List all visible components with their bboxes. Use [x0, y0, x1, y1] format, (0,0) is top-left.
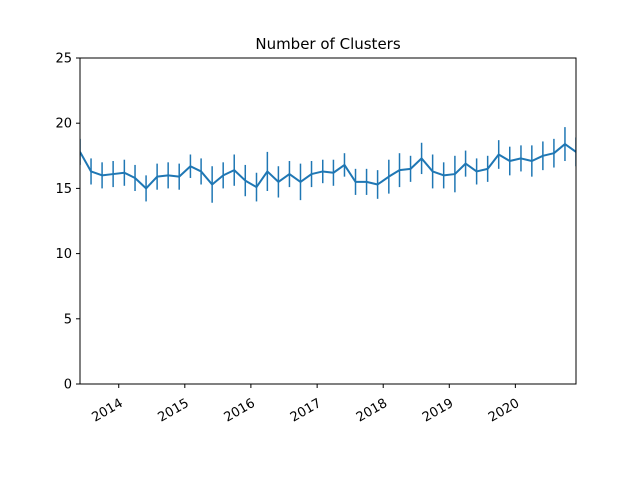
y-tick-label: 0 — [64, 378, 72, 393]
y-tick-label: 5 — [64, 312, 72, 327]
x-tick-label: 2017 — [288, 396, 324, 426]
x-tick-label: 2016 — [222, 396, 258, 426]
axes-frame — [79, 57, 577, 385]
y-tick-label: 25 — [55, 52, 72, 67]
x-tick-label: 2015 — [156, 396, 192, 426]
y-tick-label: 15 — [55, 182, 72, 197]
axes: 0 5 10 15 20 25 2014 2015 2016 2017 2018 2019 2020 — [55, 52, 577, 426]
x-tick-label: 2020 — [486, 396, 522, 426]
series-line — [80, 143, 576, 190]
y-tick-label: 10 — [55, 247, 72, 262]
plot-area — [80, 127, 576, 203]
x-tick-label: 2014 — [89, 396, 125, 426]
x-tick-label: 2018 — [354, 396, 390, 426]
y-tick-label: 20 — [55, 117, 72, 132]
x-tick-label: 2019 — [420, 396, 456, 426]
chart-title: Number of Clusters — [255, 35, 400, 53]
